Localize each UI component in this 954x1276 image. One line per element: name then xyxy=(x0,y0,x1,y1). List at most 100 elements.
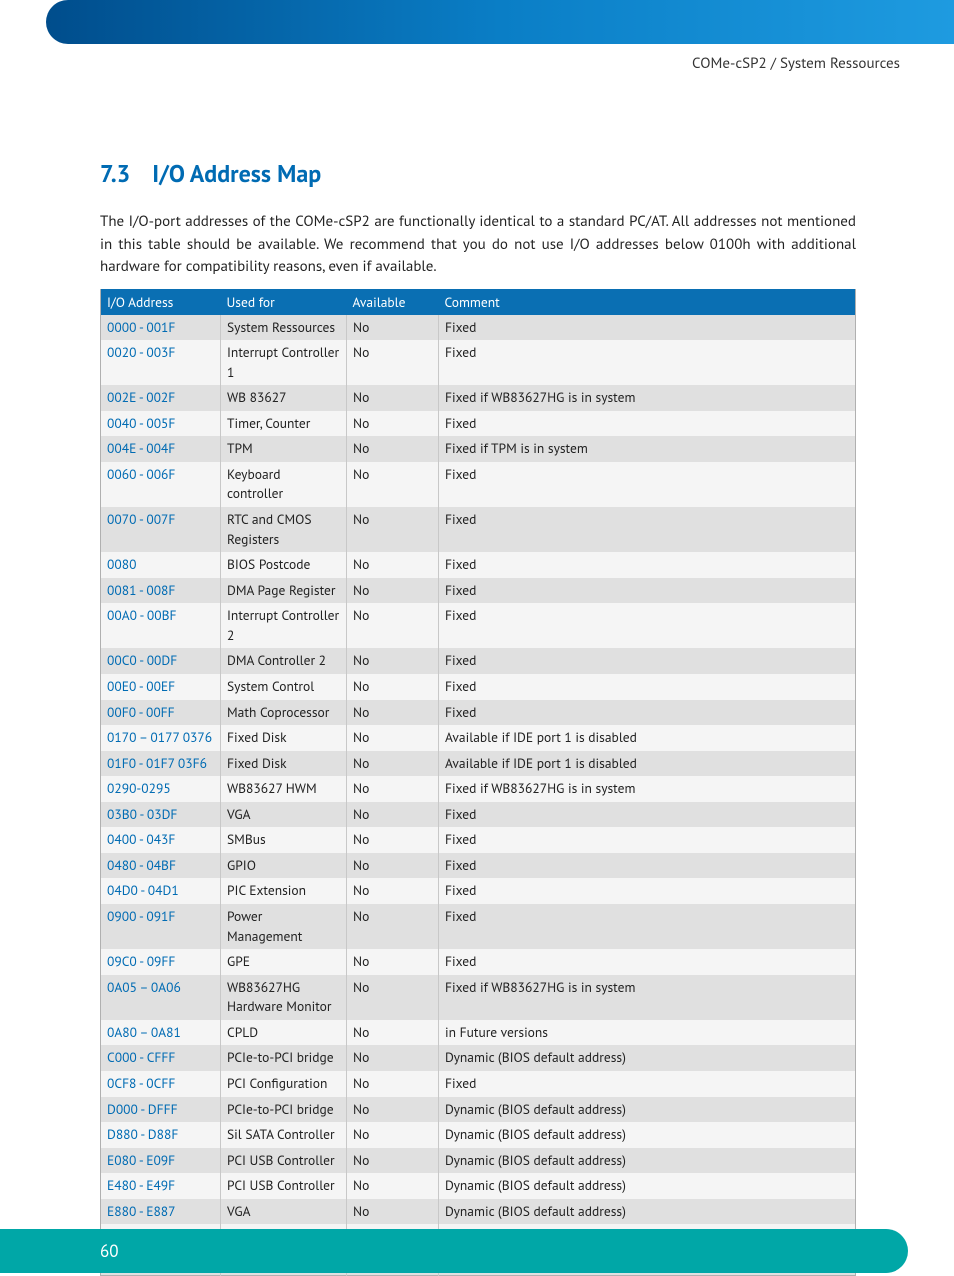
table-row: 0A05 – 0A06WB83627HG Hardware MonitorNoF… xyxy=(101,975,856,1020)
table-row: 09C0 - 09FFGPENoFixed xyxy=(101,949,856,975)
cell-available: No xyxy=(347,340,439,385)
cell-usedfor: DMA Controller 2 xyxy=(221,648,347,674)
section-title-text: I/O Address Map xyxy=(152,158,321,189)
cell-address: 0A80 – 0A81 xyxy=(101,1020,221,1046)
cell-address: 00C0 - 00DF xyxy=(101,648,221,674)
cell-comment: Fixed xyxy=(439,878,856,904)
table-row: 0040 - 005FTimer, CounterNoFixed xyxy=(101,411,856,437)
cell-comment: Fixed xyxy=(439,1071,856,1097)
cell-available: No xyxy=(347,700,439,726)
bottom-accent-bar: 60 xyxy=(0,1229,908,1273)
cell-usedfor: Interrupt Controller 1 xyxy=(221,340,347,385)
table-row: 03B0 - 03DFVGANoFixed xyxy=(101,802,856,828)
cell-usedfor: PIC Extension xyxy=(221,878,347,904)
cell-comment: Fixed xyxy=(439,700,856,726)
cell-available: No xyxy=(347,1097,439,1123)
table-row: 004E - 004FTPMNoFixed if TPM is in syste… xyxy=(101,436,856,462)
cell-address: E080 - E09F xyxy=(101,1148,221,1174)
cell-comment: Fixed xyxy=(439,603,856,648)
table-row: C000 - CFFFPCIe-to-PCI bridgeNoDynamic (… xyxy=(101,1045,856,1071)
table-row: 0080BIOS PostcodeNoFixed xyxy=(101,552,856,578)
cell-comment: Fixed if WB83627HG is in system xyxy=(439,776,856,802)
table-row: 0290-0295WB83627 HWMNoFixed if WB83627HG… xyxy=(101,776,856,802)
cell-address: 03B0 - 03DF xyxy=(101,802,221,828)
cell-comment: Dynamic (BIOS default address) xyxy=(439,1045,856,1071)
cell-available: No xyxy=(347,462,439,507)
header-breadcrumb: COMe-cSP2 / System Ressources xyxy=(692,54,900,73)
cell-address: 0081 - 008F xyxy=(101,578,221,604)
cell-available: No xyxy=(347,1199,439,1225)
cell-comment: Fixed xyxy=(439,904,856,949)
cell-usedfor: PCI USB Controller xyxy=(221,1173,347,1199)
cell-comment: Dynamic (BIOS default address) xyxy=(439,1122,856,1148)
cell-comment: Fixed xyxy=(439,853,856,879)
cell-available: No xyxy=(347,648,439,674)
cell-usedfor: PCIe-to-PCI bridge xyxy=(221,1097,347,1123)
cell-available: No xyxy=(347,975,439,1020)
cell-comment: Fixed xyxy=(439,462,856,507)
table-row: 01F0 - 01F7 03F6Fixed DiskNoAvailable if… xyxy=(101,751,856,777)
table-row: 0170 – 0177 0376Fixed DiskNoAvailable if… xyxy=(101,725,856,751)
cell-available: No xyxy=(347,385,439,411)
th-usedfor: Used for xyxy=(221,289,347,315)
cell-usedfor: Sil SATA Controller xyxy=(221,1122,347,1148)
section-heading: 7.3 I/O Address Map xyxy=(100,158,856,189)
cell-usedfor: PCI Configuration xyxy=(221,1071,347,1097)
table-row: 0020 - 003FInterrupt Controller 1NoFixed xyxy=(101,340,856,385)
table-row: 00E0 - 00EFSystem ControlNoFixed xyxy=(101,674,856,700)
cell-comment: Dynamic (BIOS default address) xyxy=(439,1097,856,1123)
cell-usedfor: System Control xyxy=(221,674,347,700)
cell-address: E880 - E887 xyxy=(101,1199,221,1225)
cell-available: No xyxy=(347,1045,439,1071)
cell-comment: Fixed xyxy=(439,949,856,975)
cell-available: No xyxy=(347,436,439,462)
cell-usedfor: Keyboard controller xyxy=(221,462,347,507)
cell-usedfor: PCI USB Controller xyxy=(221,1148,347,1174)
section-number: 7.3 xyxy=(100,158,130,189)
cell-available: No xyxy=(347,552,439,578)
cell-usedfor: VGA xyxy=(221,1199,347,1225)
cell-available: No xyxy=(347,674,439,700)
table-row: 0CF8 - 0CFFPCI ConfigurationNoFixed xyxy=(101,1071,856,1097)
cell-available: No xyxy=(347,827,439,853)
table-row: 04D0 - 04D1PIC ExtensionNoFixed xyxy=(101,878,856,904)
cell-address: 0040 - 005F xyxy=(101,411,221,437)
cell-comment: Fixed xyxy=(439,315,856,341)
cell-comment: Fixed xyxy=(439,411,856,437)
cell-address: D000 - DFFF xyxy=(101,1097,221,1123)
cell-address: 09C0 - 09FF xyxy=(101,949,221,975)
cell-address: 0170 – 0177 0376 xyxy=(101,725,221,751)
cell-comment: Dynamic (BIOS default address) xyxy=(439,1173,856,1199)
cell-comment: Fixed xyxy=(439,578,856,604)
cell-address: 0080 xyxy=(101,552,221,578)
cell-address: 00A0 - 00BF xyxy=(101,603,221,648)
cell-usedfor: System Ressources xyxy=(221,315,347,341)
table-row: 0000 - 001FSystem RessourcesNoFixed xyxy=(101,315,856,341)
cell-usedfor: RTC and CMOS Registers xyxy=(221,507,347,552)
page-content: 7.3I/O Address Map The I/O-port addresse… xyxy=(100,158,856,1276)
table-row: 0900 - 091FPower ManagementNoFixed xyxy=(101,904,856,949)
table-row: E080 - E09FPCI USB ControllerNoDynamic (… xyxy=(101,1148,856,1174)
cell-address: 0900 - 091F xyxy=(101,904,221,949)
cell-usedfor: Fixed Disk xyxy=(221,725,347,751)
table-row: E480 - E49FPCI USB ControllerNoDynamic (… xyxy=(101,1173,856,1199)
cell-address: E480 - E49F xyxy=(101,1173,221,1199)
cell-available: No xyxy=(347,411,439,437)
cell-address: 0290-0295 xyxy=(101,776,221,802)
cell-comment: Dynamic (BIOS default address) xyxy=(439,1148,856,1174)
cell-available: No xyxy=(347,315,439,341)
table-row: D880 - D88FSil SATA ControllerNoDynamic … xyxy=(101,1122,856,1148)
cell-address: 004E - 004F xyxy=(101,436,221,462)
cell-comment: Fixed xyxy=(439,507,856,552)
cell-usedfor: CPLD xyxy=(221,1020,347,1046)
cell-available: No xyxy=(347,507,439,552)
cell-address: 0070 - 007F xyxy=(101,507,221,552)
cell-usedfor: TPM xyxy=(221,436,347,462)
cell-available: No xyxy=(347,751,439,777)
cell-address: C000 - CFFF xyxy=(101,1045,221,1071)
th-comment: Comment xyxy=(439,289,856,315)
cell-comment: Fixed xyxy=(439,340,856,385)
cell-available: No xyxy=(347,1071,439,1097)
cell-comment: Fixed xyxy=(439,648,856,674)
cell-comment: Fixed if TPM is in system xyxy=(439,436,856,462)
